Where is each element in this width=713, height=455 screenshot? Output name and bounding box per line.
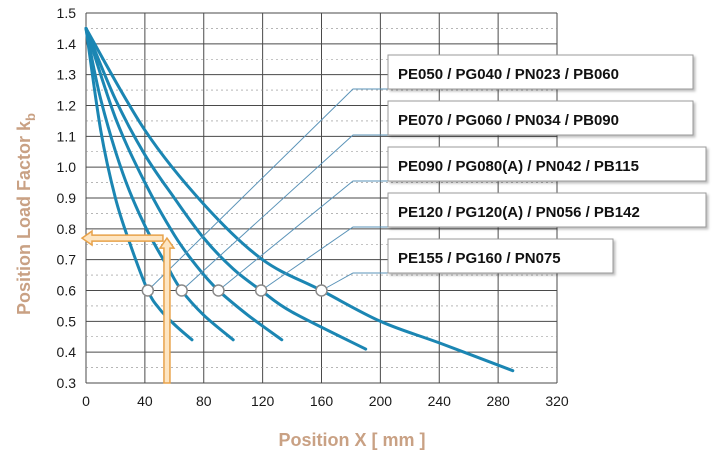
x-tick-label: 0 xyxy=(82,393,90,409)
x-tick-label: 160 xyxy=(310,393,334,409)
legend-label-5: PE155 / PG160 / PN075 xyxy=(398,250,561,267)
curves xyxy=(84,26,515,373)
curve-series-5 xyxy=(84,26,515,373)
x-tick-label: 40 xyxy=(137,393,153,409)
legend-leaders xyxy=(147,88,388,291)
tick-labels: 0 40 80 120 160 200 240 280 320 0.3 0.4 0.5 0.6 0.7 0.… xyxy=(57,5,569,409)
curve-series-4 xyxy=(84,26,368,351)
y-tick-label: 1.4 xyxy=(57,36,77,52)
x-tick-label: 120 xyxy=(251,393,275,409)
curve-marker-3 xyxy=(212,284,225,297)
legend-label-2: PE070 / PG060 / PN034 / PB090 xyxy=(398,112,619,129)
legend-leader-5 xyxy=(321,272,388,291)
curve-series-3 xyxy=(84,26,284,342)
reading-arrows xyxy=(80,229,176,384)
x-tick-label: 320 xyxy=(545,393,569,409)
x-tick-label: 200 xyxy=(369,393,393,409)
y-tick-label: 0.9 xyxy=(57,190,77,206)
y-tick-label: 0.7 xyxy=(57,252,77,268)
legend-leader-4 xyxy=(260,226,388,291)
curve-marker-1 xyxy=(141,284,155,297)
legend-label-1: PE050 / PG040 / PN023 / PB060 xyxy=(398,66,619,83)
legend-box-3 xyxy=(387,146,707,182)
legend-leader-2 xyxy=(181,134,388,291)
curve-markers xyxy=(141,284,328,297)
reading-arrow-vertical xyxy=(158,236,176,384)
legend-leader-1 xyxy=(147,88,388,291)
y-axis-title: Position Load Factor kb xyxy=(14,113,38,315)
y-tick-label: 1.0 xyxy=(57,159,77,175)
legend-label-3: PE090 / PG080(A) / PN042 / PB115 xyxy=(398,158,639,175)
x-tick-label: 240 xyxy=(428,393,452,409)
y-tick-label: 1.2 xyxy=(57,98,77,114)
y-tick-label: 0.6 xyxy=(57,283,77,299)
legend-label-4: PE120 / PG120(A) / PN056 / PB142 xyxy=(398,204,640,221)
y-axis-title-main: Position Load Factor k xyxy=(14,120,34,315)
legend-box-1 xyxy=(387,54,694,90)
legend-leader-3 xyxy=(218,180,388,291)
y-tick-label: 1.3 xyxy=(57,67,77,83)
legend-box-4 xyxy=(387,192,707,228)
y-tick-label: 1.5 xyxy=(57,5,77,21)
y-tick-label: 0.3 xyxy=(57,375,77,391)
y-tick-label: 0.4 xyxy=(57,344,77,360)
reading-arrow-horizontal xyxy=(80,229,164,247)
curve-series-2 xyxy=(84,26,235,342)
y-tick-label: 1.1 xyxy=(57,128,77,144)
legend-box-2 xyxy=(387,100,694,136)
legend-box-5 xyxy=(387,238,614,274)
x-axis-title: Position X [ mm ] xyxy=(278,430,425,450)
legend: PE050 / PG040 / PN023 / PB060 PE070 / PG0… xyxy=(387,54,707,274)
x-tick-label: 280 xyxy=(486,393,510,409)
curve-marker-4 xyxy=(254,284,268,297)
curve-marker-2 xyxy=(175,284,188,297)
y-tick-label: 0.5 xyxy=(57,313,77,329)
curve-marker-5 xyxy=(315,284,328,297)
x-tick-label: 80 xyxy=(196,393,212,409)
y-tick-label: 0.8 xyxy=(57,221,77,237)
curve-series-1 xyxy=(84,26,194,342)
y-axis-title-subscript: b xyxy=(23,113,38,121)
